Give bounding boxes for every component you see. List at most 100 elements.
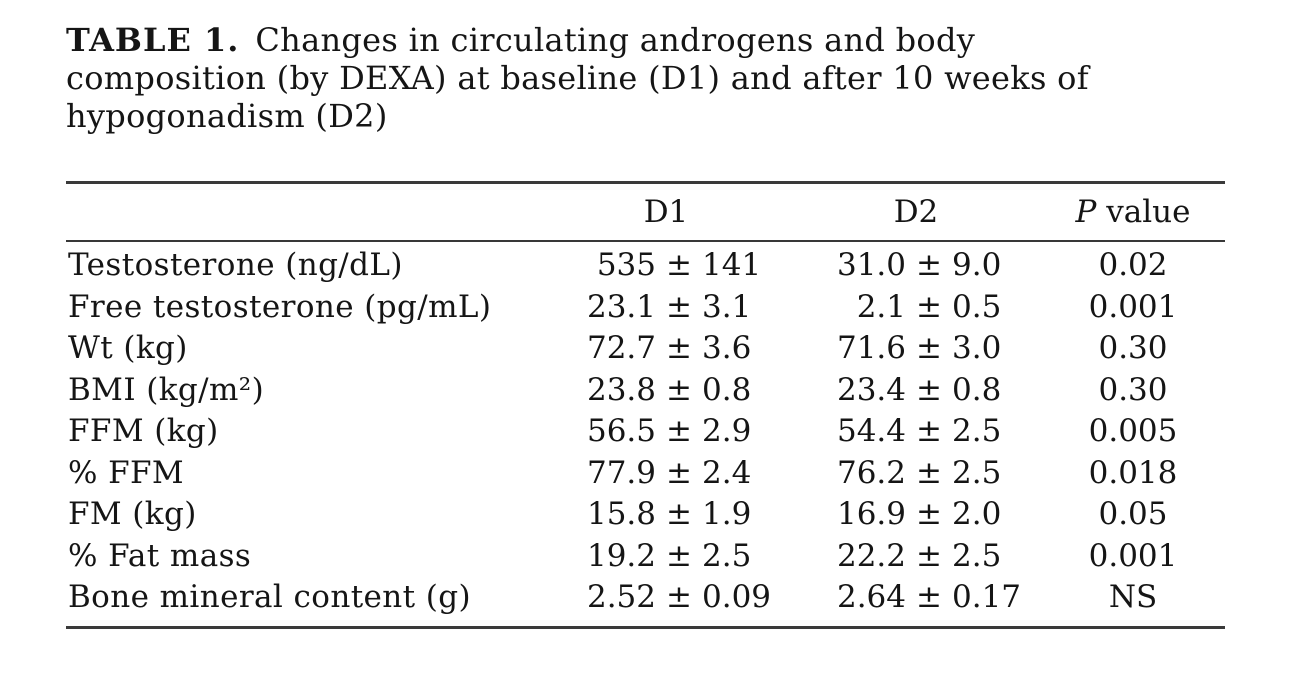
plus-minus: ± [666, 330, 692, 366]
d2-cell: 2.64 ±0.17 [791, 577, 1041, 619]
table-body: Testosterone (ng/dL) 535 ±141 31.0 ±9.0 0.… [66, 242, 1225, 626]
d1-sd: 2.4 [702, 454, 752, 491]
plus-minus: ± [916, 371, 942, 408]
plus-minus: ± [666, 496, 692, 532]
row-label: % Fat mass [68, 537, 252, 574]
row-label: Free testosterone (pg/mL) [68, 288, 492, 325]
header-d2: D2 [893, 194, 939, 230]
plus-minus: ± [666, 288, 692, 325]
p-value-cell: 0.02 [1098, 247, 1168, 283]
d2-sd: 3.0 [952, 330, 1002, 366]
d1-sd: 1.9 [702, 496, 752, 532]
d2-sd: 9.0 [952, 247, 1002, 283]
plus-minus: ± [916, 579, 942, 615]
d2-cell: 76.2 ±2.5 [791, 453, 1041, 495]
table-row: FFM (kg) 56.5 ±2.9 54.4 ±2.5 0.005 [66, 411, 1225, 453]
d1-cell: 77.9 ±2.4 [541, 453, 791, 495]
row-label: FM (kg) [68, 496, 197, 532]
d2-cell: 23.4 ±0.8 [791, 370, 1041, 412]
row-label: Testosterone (ng/dL) [68, 247, 403, 283]
header-d1: D1 [643, 194, 689, 230]
table-row: Bone mineral content (g) 2.52 ±0.09 2.64 ±… [66, 577, 1225, 619]
table-row: % Fat mass 19.2 ±2.5 22.2 ±2.5 0.001 [66, 536, 1225, 578]
data-table: D1 D2 P value Testosterone (ng/dL) 535 ±1… [66, 181, 1225, 629]
d1-mean: 15.8 [586, 496, 656, 532]
p-value-cell: 0.30 [1098, 371, 1168, 408]
plus-minus: ± [916, 496, 942, 532]
p-value-cell: 0.005 [1088, 413, 1178, 449]
d2-cell: 71.6 ±3.0 [791, 328, 1041, 370]
caption-line: composition (by DEXA) at baseline (D1) a… [66, 59, 1089, 97]
plus-minus: ± [916, 330, 942, 366]
p-value-cell: NS [1108, 579, 1158, 615]
d1-sd: 3.1 [702, 288, 752, 325]
plus-minus: ± [666, 371, 692, 408]
p-value-cell: 0.30 [1098, 330, 1168, 366]
d2-mean: 76.2 [836, 454, 906, 491]
p-value-cell: 0.001 [1088, 288, 1178, 325]
d2-cell: 22.2 ±2.5 [791, 536, 1041, 578]
d2-mean: 16.9 [836, 496, 906, 532]
row-label: Wt (kg) [68, 330, 188, 366]
plus-minus: ± [916, 537, 942, 574]
table-row: Testosterone (ng/dL) 535 ±141 31.0 ±9.0 0.… [66, 245, 1225, 287]
d1-sd: 0.8 [702, 371, 752, 408]
d2-cell: 2.1 ±0.5 [791, 287, 1041, 329]
d1-sd: 141 [702, 247, 762, 283]
row-label: Bone mineral content (g) [68, 579, 472, 615]
plus-minus: ± [666, 413, 692, 449]
plus-minus: ± [666, 454, 692, 491]
p-value-cell: 0.001 [1088, 537, 1178, 574]
d1-mean: 56.5 [586, 413, 656, 449]
d2-mean: 23.4 [836, 371, 906, 408]
d2-mean: 2.1 [856, 288, 906, 325]
table-row: BMI (kg/m²) 23.8 ±0.8 23.4 ±0.8 0.30 [66, 370, 1225, 412]
d1-mean: 23.8 [586, 371, 656, 408]
caption-line: TABLE 1. Changes in circulating androgens… [66, 21, 1176, 59]
plus-minus: ± [666, 537, 692, 574]
d1-cell: 535 ±141 [541, 245, 791, 287]
d1-sd: 2.9 [702, 413, 752, 449]
d1-cell: 72.7 ±3.6 [541, 328, 791, 370]
d1-mean: 535 [596, 247, 656, 283]
d1-mean: 72.7 [586, 330, 656, 366]
d2-cell: 31.0 ±9.0 [791, 245, 1041, 287]
table-caption: TABLE 1. Changes in circulating androgens… [66, 21, 1176, 135]
d2-sd: 2.0 [952, 496, 1002, 532]
table-number-label: TABLE 1. [66, 21, 240, 59]
plus-minus: ± [916, 454, 942, 491]
d1-cell: 56.5 ±2.9 [541, 411, 791, 453]
d2-mean: 2.64 [836, 579, 906, 615]
d1-cell: 23.8 ±0.8 [541, 370, 791, 412]
d2-mean: 22.2 [836, 537, 906, 574]
d1-mean: 19.2 [586, 537, 656, 574]
d1-mean: 23.1 [586, 288, 656, 325]
d2-sd: 2.5 [952, 454, 1002, 491]
table-row: % FFM 77.9 ±2.4 76.2 ±2.5 0.018 [66, 453, 1225, 495]
d1-cell: 2.52 ±0.09 [541, 577, 791, 619]
p-value-cell: 0.05 [1098, 496, 1168, 532]
d1-sd: 2.5 [702, 537, 752, 574]
plus-minus: ± [916, 247, 942, 283]
d2-sd: 2.5 [952, 537, 1002, 574]
d2-sd: 0.8 [952, 371, 1002, 408]
d2-sd: 2.5 [952, 413, 1002, 449]
d2-cell: 54.4 ±2.5 [791, 411, 1041, 453]
plus-minus: ± [916, 413, 942, 449]
d2-mean: 71.6 [836, 330, 906, 366]
d2-mean: 54.4 [836, 413, 906, 449]
plus-minus: ± [666, 579, 692, 615]
d1-mean: 77.9 [586, 454, 656, 491]
plus-minus: ± [666, 247, 692, 283]
d1-cell: 23.1 ±3.1 [541, 287, 791, 329]
row-label: FFM (kg) [68, 413, 219, 449]
row-label: BMI (kg/m²) [68, 371, 265, 408]
table-row: FM (kg) 15.8 ±1.9 16.9 ±2.0 0.05 [66, 494, 1225, 536]
plus-minus: ± [916, 288, 942, 325]
d1-cell: 15.8 ±1.9 [541, 494, 791, 536]
d1-sd: 3.6 [702, 330, 752, 366]
header-p-value: P value [1041, 184, 1225, 240]
table-header-row: D1 D2 P value [66, 184, 1225, 242]
d1-cell: 19.2 ±2.5 [541, 536, 791, 578]
header-empty [66, 184, 541, 240]
